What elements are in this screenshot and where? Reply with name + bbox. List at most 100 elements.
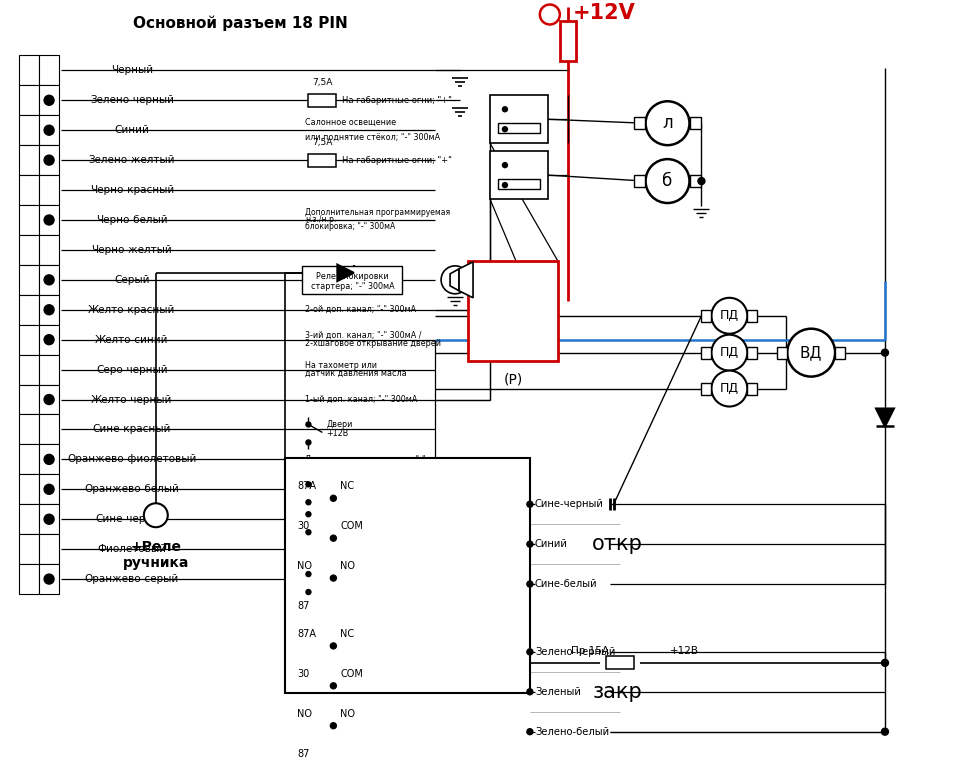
Circle shape	[330, 723, 336, 729]
Text: Черно-красный: Черно-красный	[89, 185, 174, 195]
Circle shape	[330, 575, 336, 581]
Circle shape	[306, 511, 311, 517]
Polygon shape	[876, 409, 894, 426]
Circle shape	[540, 5, 560, 24]
Bar	[308, 154, 336, 166]
Text: +12В: +12В	[326, 429, 348, 438]
Text: Дополнительная программируемая: Дополнительная программируемая	[305, 208, 450, 217]
Bar	[19, 175, 39, 205]
Bar	[19, 235, 39, 265]
Text: ПД: ПД	[720, 346, 739, 359]
Bar	[285, 458, 530, 693]
Text: На габаритные огни; "+": На габаритные огни; "+"	[343, 156, 452, 165]
Bar	[606, 657, 634, 670]
Text: +Реле
ручника: +Реле ручника	[123, 540, 189, 570]
Text: Зелено-черный: Зелено-черный	[535, 647, 615, 657]
Bar	[39, 55, 60, 85]
Text: л: л	[662, 114, 673, 132]
Text: Капот: Капот	[326, 583, 352, 591]
Bar	[39, 445, 60, 474]
Circle shape	[881, 349, 888, 356]
Text: б: б	[662, 172, 673, 190]
Text: 7,5A: 7,5A	[312, 78, 332, 87]
Bar	[39, 175, 60, 205]
Bar	[19, 534, 39, 564]
Circle shape	[306, 482, 311, 487]
Text: 30: 30	[298, 669, 310, 679]
Circle shape	[527, 541, 533, 547]
Circle shape	[306, 500, 311, 505]
Text: Зелено-белый: Зелено-белый	[535, 727, 609, 736]
Bar	[490, 95, 548, 143]
Circle shape	[330, 496, 336, 502]
Bar	[39, 355, 60, 385]
Bar	[39, 534, 60, 564]
Bar	[39, 235, 60, 265]
Text: 87: 87	[298, 749, 310, 758]
Text: Двери: Двери	[326, 420, 352, 429]
Circle shape	[698, 178, 705, 185]
Bar	[690, 175, 702, 187]
Text: Зеленый: Зеленый	[535, 687, 581, 697]
Text: NO: NO	[298, 561, 312, 571]
Text: Фиолетовый: Фиолетовый	[97, 544, 166, 554]
Circle shape	[711, 371, 747, 407]
Bar	[371, 534, 438, 564]
Text: Желто-красный: Желто-красный	[88, 305, 176, 315]
Bar	[19, 385, 39, 414]
Circle shape	[44, 275, 54, 285]
Bar	[39, 265, 60, 295]
Bar	[39, 385, 60, 414]
Bar	[39, 145, 60, 175]
Text: 7,5A: 7,5A	[312, 138, 332, 147]
Bar	[634, 117, 644, 129]
Circle shape	[44, 215, 54, 225]
Text: Оранжево-серый: Оранжево-серый	[84, 574, 179, 584]
Text: ПД: ПД	[720, 382, 739, 395]
Text: 2-хшаговое открывание дверей: 2-хшаговое открывание дверей	[305, 339, 442, 348]
Bar	[560, 21, 576, 62]
Text: 87: 87	[298, 601, 310, 611]
Text: Желто-синий: Желто-синий	[95, 334, 169, 345]
Text: 87A: 87A	[298, 481, 317, 491]
Bar	[39, 474, 60, 505]
Bar	[702, 310, 711, 321]
Bar	[747, 310, 757, 321]
Circle shape	[527, 729, 533, 735]
Text: Багажник: Багажник	[326, 483, 369, 492]
Text: Основной разъем 18 PIN: Основной разъем 18 PIN	[133, 16, 348, 31]
Text: Черный: Черный	[110, 65, 153, 75]
Bar	[690, 117, 702, 129]
Circle shape	[330, 535, 336, 541]
Bar	[39, 116, 60, 145]
Bar	[702, 347, 711, 359]
Text: закр: закр	[592, 682, 642, 701]
Text: NO: NO	[298, 709, 312, 719]
Text: н.з./н.р.: н.з./н.р.	[305, 216, 337, 224]
Circle shape	[44, 454, 54, 464]
Bar	[302, 266, 402, 294]
Text: стартера; "-" 300мА: стартера; "-" 300мА	[310, 282, 395, 291]
Text: 3-ий доп. канал; "-" 300мА /: 3-ий доп. канал; "-" 300мА /	[305, 331, 422, 340]
Bar	[747, 347, 757, 359]
Text: Черно-белый: Черно-белый	[96, 215, 168, 225]
Text: +12V: +12V	[573, 2, 636, 23]
Text: NC: NC	[341, 629, 354, 639]
Text: Оранжево-белый: Оранжево-белый	[84, 484, 180, 494]
Text: Пр 15А: Пр 15А	[571, 646, 609, 656]
Circle shape	[306, 590, 311, 594]
Text: Салонное освещение: Салонное освещение	[305, 119, 396, 127]
Circle shape	[441, 266, 469, 294]
Circle shape	[645, 159, 689, 203]
Circle shape	[645, 101, 689, 145]
Bar	[19, 414, 39, 445]
Circle shape	[527, 689, 533, 695]
Bar	[39, 295, 60, 325]
Bar	[19, 474, 39, 505]
Bar	[498, 179, 540, 189]
Circle shape	[711, 334, 747, 371]
Bar	[19, 85, 39, 116]
Text: (Р): (Р)	[503, 372, 522, 387]
Bar	[19, 295, 39, 325]
Text: Желто-черный: Желто-черный	[91, 394, 173, 404]
